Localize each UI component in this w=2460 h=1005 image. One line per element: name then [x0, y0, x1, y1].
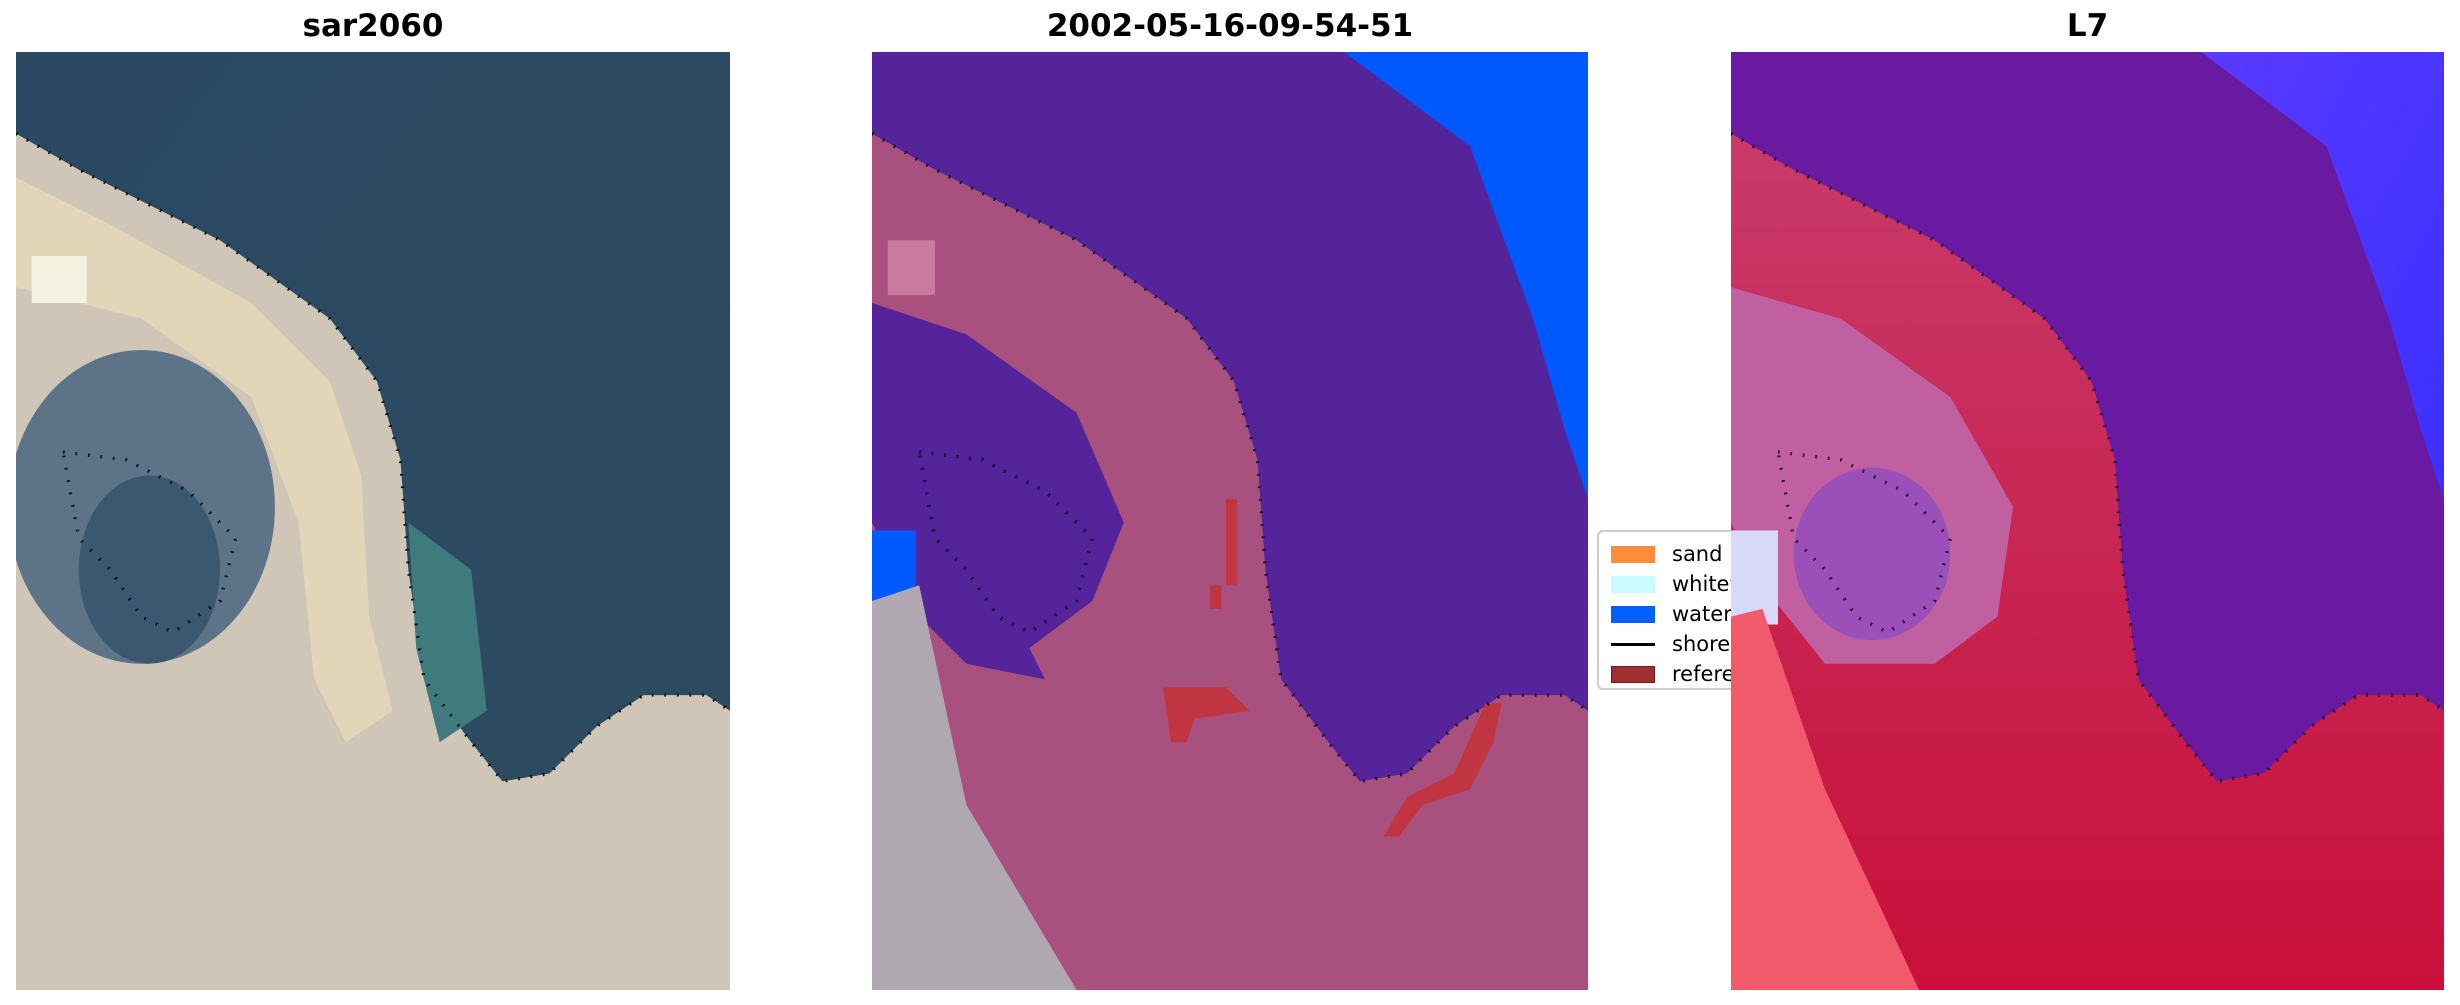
l7-panel: [1731, 52, 2444, 990]
red-area: [1731, 133, 2444, 990]
panel-title-rgb: sar2060: [302, 8, 444, 44]
legend-item-sand: sand: [1611, 540, 1722, 568]
water-class-area: [1344, 52, 1588, 500]
rgb-image-panel: [16, 52, 730, 990]
panel-title-l7: L7: [2066, 8, 2109, 44]
reference-swatch: [1611, 665, 1655, 683]
legend-item-whitewater: whitew: [1611, 570, 1747, 598]
classification-panel: [872, 52, 1588, 990]
bright-red-area: [1731, 608, 1920, 990]
legend-label: shoreli: [1672, 632, 1742, 656]
legend-item-water: water: [1611, 600, 1732, 628]
shoreline-swatch: [1611, 642, 1655, 646]
legend-item-reference: referen: [1611, 660, 1748, 688]
lagoon-class: [872, 302, 1124, 680]
blue-area: [2201, 52, 2444, 500]
gray-area: [872, 585, 1077, 990]
sand-arc: [16, 177, 393, 743]
legend-label: sand: [1672, 542, 1723, 566]
legend-item-shoreline: shoreli: [1611, 630, 1742, 658]
shallow-water: [408, 522, 487, 743]
water-swatch: [1611, 605, 1655, 623]
whitewater-swatch: [1611, 575, 1655, 593]
sand-swatch: [1611, 545, 1655, 563]
legend-label: water: [1672, 602, 1732, 626]
panel-title-classification: 2002-05-16-09-54-51: [1046, 8, 1414, 44]
